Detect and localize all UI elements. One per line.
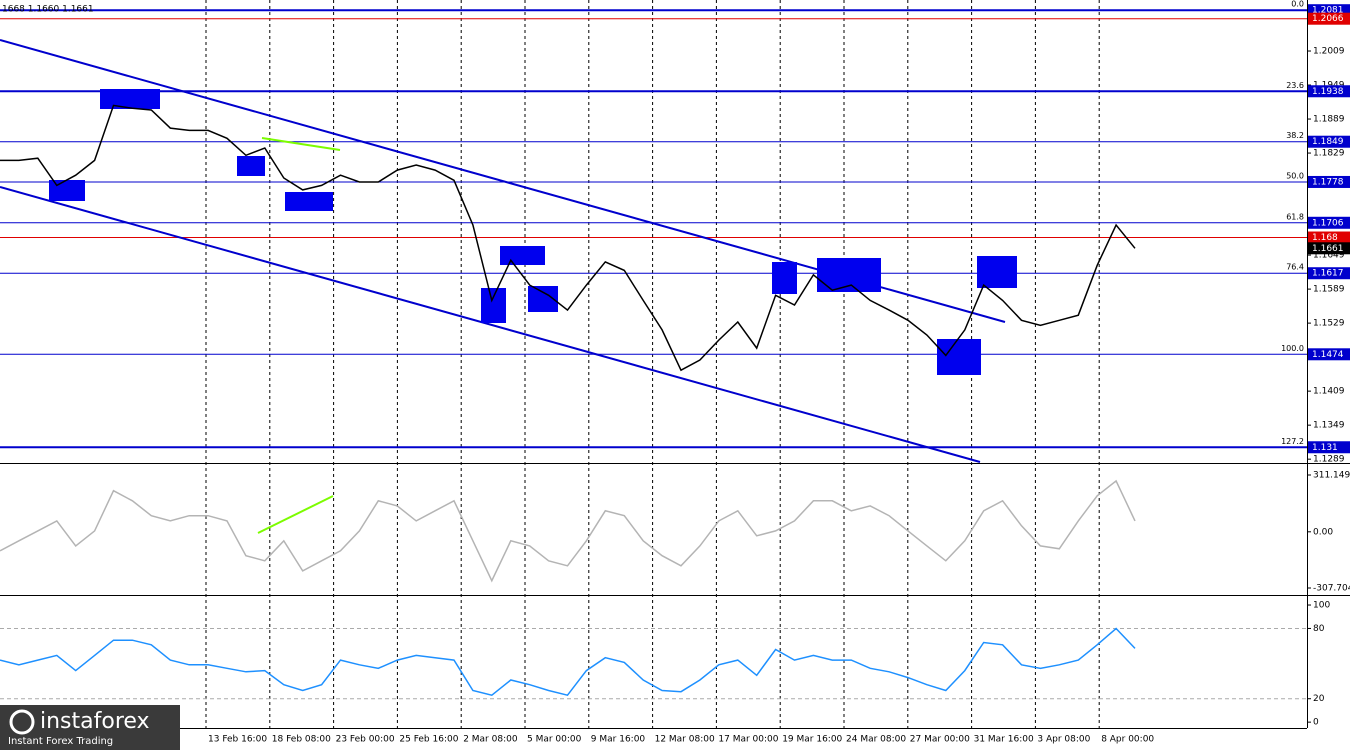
price-box-label: 1.1849 <box>1312 137 1344 147</box>
y-tick-label: 1.1829 <box>1313 149 1345 159</box>
zone <box>237 156 265 176</box>
x-tick-label: 8 Apr 00:00 <box>1101 735 1154 745</box>
fib-level-name: 127.2 <box>1281 437 1304 446</box>
fib-level-name: 0.0 <box>1291 0 1304 9</box>
zone <box>772 262 797 294</box>
zones <box>49 89 1017 375</box>
price-box <box>1308 441 1350 454</box>
x-tick-label: 5 Mar 00:00 <box>527 735 582 745</box>
zone <box>937 339 981 375</box>
y-tick-label: 80 <box>1313 624 1325 634</box>
price-box-label: 1.2066 <box>1312 14 1344 24</box>
zone <box>977 256 1017 288</box>
price-box-label: 1.168 <box>1312 233 1338 243</box>
price-box-label: 1.131 <box>1312 443 1338 453</box>
x-tick-label: 3 Apr 08:00 <box>1037 735 1090 745</box>
y-tick-label: 1.2009 <box>1313 47 1345 57</box>
y-tick-label: 1.1529 <box>1313 319 1345 329</box>
y-tick-label: 20 <box>1313 694 1325 704</box>
zone <box>500 246 545 265</box>
price-box <box>1308 135 1350 148</box>
logo-name: instaforex <box>40 709 150 734</box>
y-tick-label: 0 <box>1313 718 1319 728</box>
price-box <box>1308 231 1350 244</box>
zone <box>100 89 160 109</box>
fib-level-name: 100.0 <box>1281 344 1304 353</box>
x-tick-label: 24 Mar 08:00 <box>846 735 906 745</box>
price-box-label: 1.1938 <box>1312 87 1344 97</box>
x-tick-label: 23 Feb 00:00 <box>336 735 395 745</box>
grid <box>0 0 1307 728</box>
y-tick-label: 100 <box>1313 601 1330 611</box>
price-box <box>1308 216 1350 229</box>
y-tick-label: 0.00 <box>1313 527 1333 537</box>
x-tick-label: 25 Feb 16:00 <box>399 735 458 745</box>
price-box-label: 1.1778 <box>1312 177 1344 187</box>
x-tick-label: 31 Mar 16:00 <box>974 735 1034 745</box>
fib-level-name: 50.0 <box>1286 171 1304 180</box>
logo-tagline: Instant Forex Trading <box>8 736 113 747</box>
x-tick-label: 13 Feb 16:00 <box>208 735 267 745</box>
y-tick-label: 1.1289 <box>1313 455 1345 465</box>
price-box <box>1308 85 1350 98</box>
x-tick-label: 12 Mar 08:00 <box>655 735 715 745</box>
x-tick-label: 27 Mar 00:00 <box>910 735 970 745</box>
series-line <box>0 627 1136 697</box>
fib-level-name: 76.4 <box>1286 263 1304 272</box>
price-box-label: 1.1706 <box>1312 218 1344 228</box>
y-tick-label: 1.1889 <box>1313 115 1345 125</box>
x-tick-label: 19 Mar 16:00 <box>782 735 842 745</box>
x-tick-label: 9 Mar 16:00 <box>591 735 646 745</box>
divergence-line <box>257 495 334 534</box>
y-tick-label: -307.704 <box>1313 583 1350 593</box>
marks <box>0 104 1136 697</box>
fib-level-name: 38.2 <box>1286 131 1304 140</box>
zone <box>481 288 506 323</box>
header: 1668 1.1660 1.1661 <box>2 5 94 15</box>
y-tick-label: 1.1589 <box>1313 285 1345 295</box>
zone <box>817 258 881 292</box>
price-box <box>1308 267 1350 280</box>
price-box-label: 1.1617 <box>1312 269 1344 279</box>
y-tick-label: 1.1349 <box>1313 421 1345 431</box>
logo-icon <box>9 709 35 735</box>
channel-lower <box>0 186 981 463</box>
y-tick-label: 311.1497 <box>1313 470 1350 480</box>
divergence-line <box>261 137 341 151</box>
y-tick-label: 1.1649 <box>1313 251 1345 261</box>
price-box <box>1308 348 1350 361</box>
price-box-label: 1.1474 <box>1312 350 1344 360</box>
series-line <box>0 104 1136 372</box>
price-box <box>1308 12 1350 25</box>
x-tick-label: 18 Feb 08:00 <box>272 735 331 745</box>
fib-level-name: 23.6 <box>1286 81 1304 90</box>
y-tick-label: 1.1409 <box>1313 387 1345 397</box>
x-tick-label: 17 Mar 00:00 <box>718 735 778 745</box>
last-price-label: 1.1661 <box>1312 244 1344 254</box>
zone <box>285 192 333 211</box>
price-box-label: 1.2081 <box>1312 6 1344 16</box>
series-line <box>0 479 1136 583</box>
price-box <box>1308 175 1350 188</box>
last-price-box <box>1308 242 1350 255</box>
fib-level-name: 61.8 <box>1286 212 1304 221</box>
x-tick-label: 2 Mar 08:00 <box>463 735 518 745</box>
